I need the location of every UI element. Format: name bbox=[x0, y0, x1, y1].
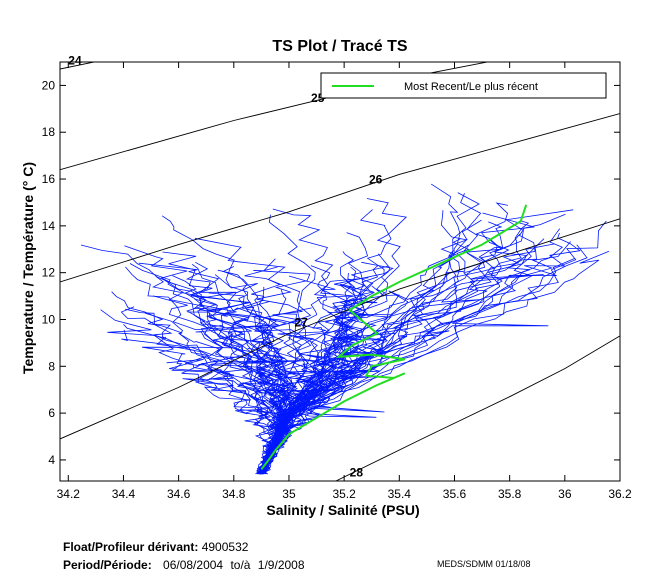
recent-profile-line bbox=[260, 204, 528, 470]
x-tick-label: 35.8 bbox=[498, 487, 522, 501]
x-tick-label: 34.6 bbox=[167, 487, 191, 501]
float-profile bbox=[262, 209, 392, 475]
float-profile bbox=[111, 291, 284, 475]
float-info: Float/Profileur dérivant: 4900532 bbox=[63, 540, 248, 554]
period-label: Period/Période: bbox=[63, 558, 152, 572]
float-profile bbox=[124, 245, 294, 475]
float-profile bbox=[100, 309, 281, 475]
y-tick-label: 10 bbox=[42, 312, 56, 326]
float-profile bbox=[259, 261, 394, 475]
legend: Most Recent/Le plus récent bbox=[320, 72, 607, 99]
isopycnal-line bbox=[60, 62, 490, 171]
float-profile bbox=[259, 219, 482, 475]
x-axis-ticks: 34.2 34.4 34.6 34.8 35 35.2 35.4 35.6 35.8 36 36.2 bbox=[57, 62, 632, 501]
float-profile bbox=[261, 258, 575, 475]
float-profile bbox=[163, 278, 307, 475]
x-tick-label: 35 bbox=[282, 487, 296, 501]
y-tick-label: 8 bbox=[48, 359, 55, 373]
x-tick-label: 36.2 bbox=[608, 487, 632, 501]
chart-title: TS Plot / Tracé TS bbox=[272, 38, 407, 55]
isopycnal-label: 28 bbox=[350, 465, 364, 479]
float-profile bbox=[225, 286, 302, 475]
period-info: Period/Période: 06/08/2004 to/à 1/9/2008 bbox=[63, 558, 305, 572]
plot-frame bbox=[59, 61, 621, 482]
float-profile bbox=[187, 311, 285, 475]
float-profile bbox=[259, 193, 483, 475]
float-profile bbox=[259, 212, 535, 475]
float-profile bbox=[258, 232, 581, 475]
x-tick-label: 34.4 bbox=[112, 487, 136, 501]
x-tick-label: 34.2 bbox=[57, 487, 81, 501]
y-axis-label: Temperature / Température (° C) bbox=[20, 162, 36, 374]
float-profile bbox=[258, 244, 588, 475]
period-start: 06/08/2004 bbox=[163, 558, 224, 572]
isopycnal-line bbox=[60, 218, 620, 440]
x-tick-label: 35.6 bbox=[443, 487, 467, 501]
x-tick-label: 34.8 bbox=[222, 487, 246, 501]
float-profiles bbox=[80, 183, 610, 475]
x-axis-label: Salinity / Salinité (PSU) bbox=[266, 502, 419, 518]
float-profile bbox=[80, 244, 287, 475]
credit-stamp: MEDS/SDMM 01/18/08 bbox=[437, 559, 531, 569]
float-profile bbox=[258, 238, 545, 475]
y-tick-label: 12 bbox=[42, 266, 56, 280]
float-profile bbox=[191, 263, 285, 475]
y-axis-ticks: 4 6 8 10 12 14 16 18 20 bbox=[42, 78, 620, 467]
isopycnal-label: 27 bbox=[294, 316, 308, 330]
isopycnal-line bbox=[60, 113, 620, 283]
float-label: Float/Profileur dérivant: bbox=[63, 540, 199, 554]
isopycnal-line bbox=[335, 335, 620, 481]
y-tick-label: 6 bbox=[48, 406, 55, 420]
y-tick-label: 18 bbox=[42, 125, 56, 139]
period-end: 1/9/2008 bbox=[257, 558, 305, 572]
float-profile bbox=[198, 355, 279, 475]
period-to: to/à bbox=[230, 558, 251, 572]
y-tick-label: 16 bbox=[42, 172, 56, 186]
x-tick-label: 36 bbox=[558, 487, 572, 501]
y-tick-label: 4 bbox=[48, 453, 55, 467]
y-tick-label: 20 bbox=[42, 78, 56, 92]
isopycnal-label: 26 bbox=[369, 173, 383, 187]
y-tick-label: 14 bbox=[42, 219, 56, 233]
plot-area bbox=[60, 62, 620, 481]
most-recent-profile bbox=[260, 204, 528, 470]
legend-label: Most Recent/Le plus récent bbox=[404, 81, 538, 93]
isopycnal-line bbox=[60, 62, 97, 70]
isopycnal-label: 24 bbox=[68, 53, 82, 67]
x-tick-label: 35.4 bbox=[388, 487, 412, 501]
float-profile bbox=[257, 220, 607, 475]
x-tick-label: 35.2 bbox=[332, 487, 356, 501]
float-profile bbox=[162, 251, 287, 475]
float-id: 4900532 bbox=[201, 540, 249, 554]
